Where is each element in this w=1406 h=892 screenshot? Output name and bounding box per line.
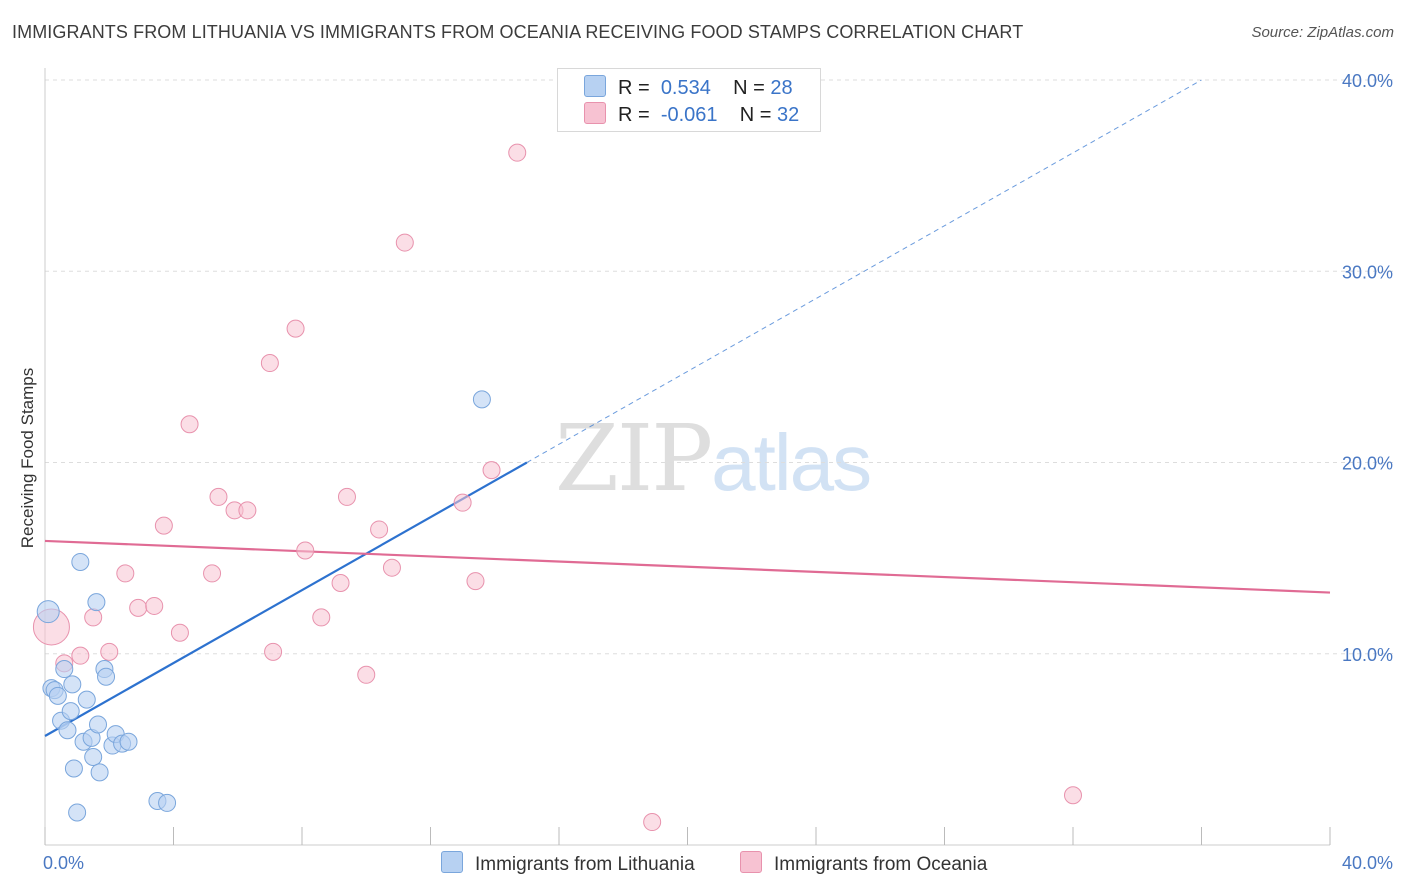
series-name-lithuania: Immigrants from Lithuania xyxy=(475,854,695,875)
y-tick-label: 40.0% xyxy=(1342,71,1393,91)
lithuania-point xyxy=(71,552,90,571)
lithuania-point xyxy=(58,721,77,740)
watermark-zip: ZIP xyxy=(555,405,713,512)
legend-r-label: R = xyxy=(618,77,650,99)
oceania-point xyxy=(312,608,331,627)
axes xyxy=(44,68,1331,846)
legend-r-label: R = xyxy=(618,104,650,126)
legend-r-value: 0.534 xyxy=(660,77,711,99)
lithuania-point xyxy=(89,715,108,734)
tick-labels: 10.0% 20.0% 30.0% 40.0% 0.0% 40.0% xyxy=(43,71,1393,873)
oceania-point xyxy=(466,572,485,591)
series-swatch-blue xyxy=(441,851,463,873)
correlation-legend: R = 0.534 N = 28 R = -0.061 N = 32 xyxy=(557,68,821,132)
oceania-point xyxy=(264,642,283,661)
oceania-point xyxy=(170,623,189,642)
series-name-oceania: Immigrants from Oceania xyxy=(774,854,988,875)
lithuania-point xyxy=(90,763,109,782)
lithuania-point xyxy=(84,748,103,767)
y-tick-label: 30.0% xyxy=(1342,262,1393,282)
lithuania-point xyxy=(55,660,74,679)
oceania-point xyxy=(84,608,103,627)
legend-n-label: N = xyxy=(739,104,772,126)
legend-swatch-blue xyxy=(584,75,606,97)
legend-n-label: N = xyxy=(733,77,765,99)
series-legend-oceania: Immigrants from Oceania xyxy=(740,851,987,876)
lithuania-point xyxy=(36,600,60,624)
oceania-point xyxy=(129,598,148,617)
oceania-point xyxy=(1064,786,1082,805)
oceania-point xyxy=(370,520,389,539)
lithuania-point xyxy=(63,675,82,694)
lithuania-point xyxy=(158,793,177,812)
oceania-point xyxy=(71,646,90,665)
lithuania-trend-extension xyxy=(526,79,1202,463)
lithuania-point xyxy=(119,732,138,751)
legend-row-lithuania: R = 0.534 N = 28 xyxy=(584,75,793,101)
trend-lines xyxy=(44,79,1331,737)
legend-r-value: -0.061 xyxy=(660,104,718,126)
oceania-trend-line xyxy=(44,539,1331,594)
legend-n-value: 28 xyxy=(770,77,793,99)
lithuania-point xyxy=(472,390,491,409)
oceania-point xyxy=(395,233,414,252)
oceania-point xyxy=(331,573,350,592)
lithuania-trend-line xyxy=(44,461,528,737)
lithuania-point xyxy=(68,803,87,822)
oceania-point xyxy=(357,665,376,684)
oceania-point xyxy=(260,354,279,373)
legend-swatch-pink xyxy=(584,102,606,124)
legend-row-oceania: R = -0.061 N = 32 xyxy=(584,102,799,128)
oceania-point xyxy=(180,415,199,434)
oceania-point xyxy=(643,813,662,832)
oceania-point xyxy=(508,143,527,162)
x-tick-label: 0.0% xyxy=(43,853,84,873)
lithuania-point xyxy=(97,667,116,686)
x-tick-label: 40.0% xyxy=(1342,853,1393,873)
y-tick-label: 10.0% xyxy=(1342,645,1393,665)
oceania-point xyxy=(382,558,401,577)
oceania-point xyxy=(116,564,135,583)
oceania-point xyxy=(238,501,257,520)
legend-n-value: 32 xyxy=(777,104,800,126)
data-points xyxy=(32,143,1082,832)
oceania-point xyxy=(453,493,472,512)
oceania-point xyxy=(296,541,315,560)
oceania-point xyxy=(203,564,222,583)
oceania-point xyxy=(154,516,173,535)
lithuania-point xyxy=(48,686,67,705)
oceania-point xyxy=(482,461,501,480)
lithuania-point xyxy=(87,593,106,612)
oceania-point xyxy=(337,487,356,506)
oceania-point xyxy=(286,319,305,338)
y-tick-label: 20.0% xyxy=(1342,454,1393,474)
chart-title: IMMIGRANTS FROM LITHUANIA VS IMMIGRANTS … xyxy=(12,22,1024,42)
series-swatch-pink xyxy=(740,851,762,873)
oceania-point xyxy=(145,596,164,615)
lithuania-point xyxy=(61,702,80,721)
lithuania-point xyxy=(64,759,83,778)
oceania-point xyxy=(209,487,228,506)
lithuania-point xyxy=(77,690,96,709)
oceania-point xyxy=(100,642,119,661)
series-legend-lithuania: Immigrants from Lithuania xyxy=(441,851,695,876)
source-credit: Source: ZipAtlas.com xyxy=(1251,24,1394,41)
